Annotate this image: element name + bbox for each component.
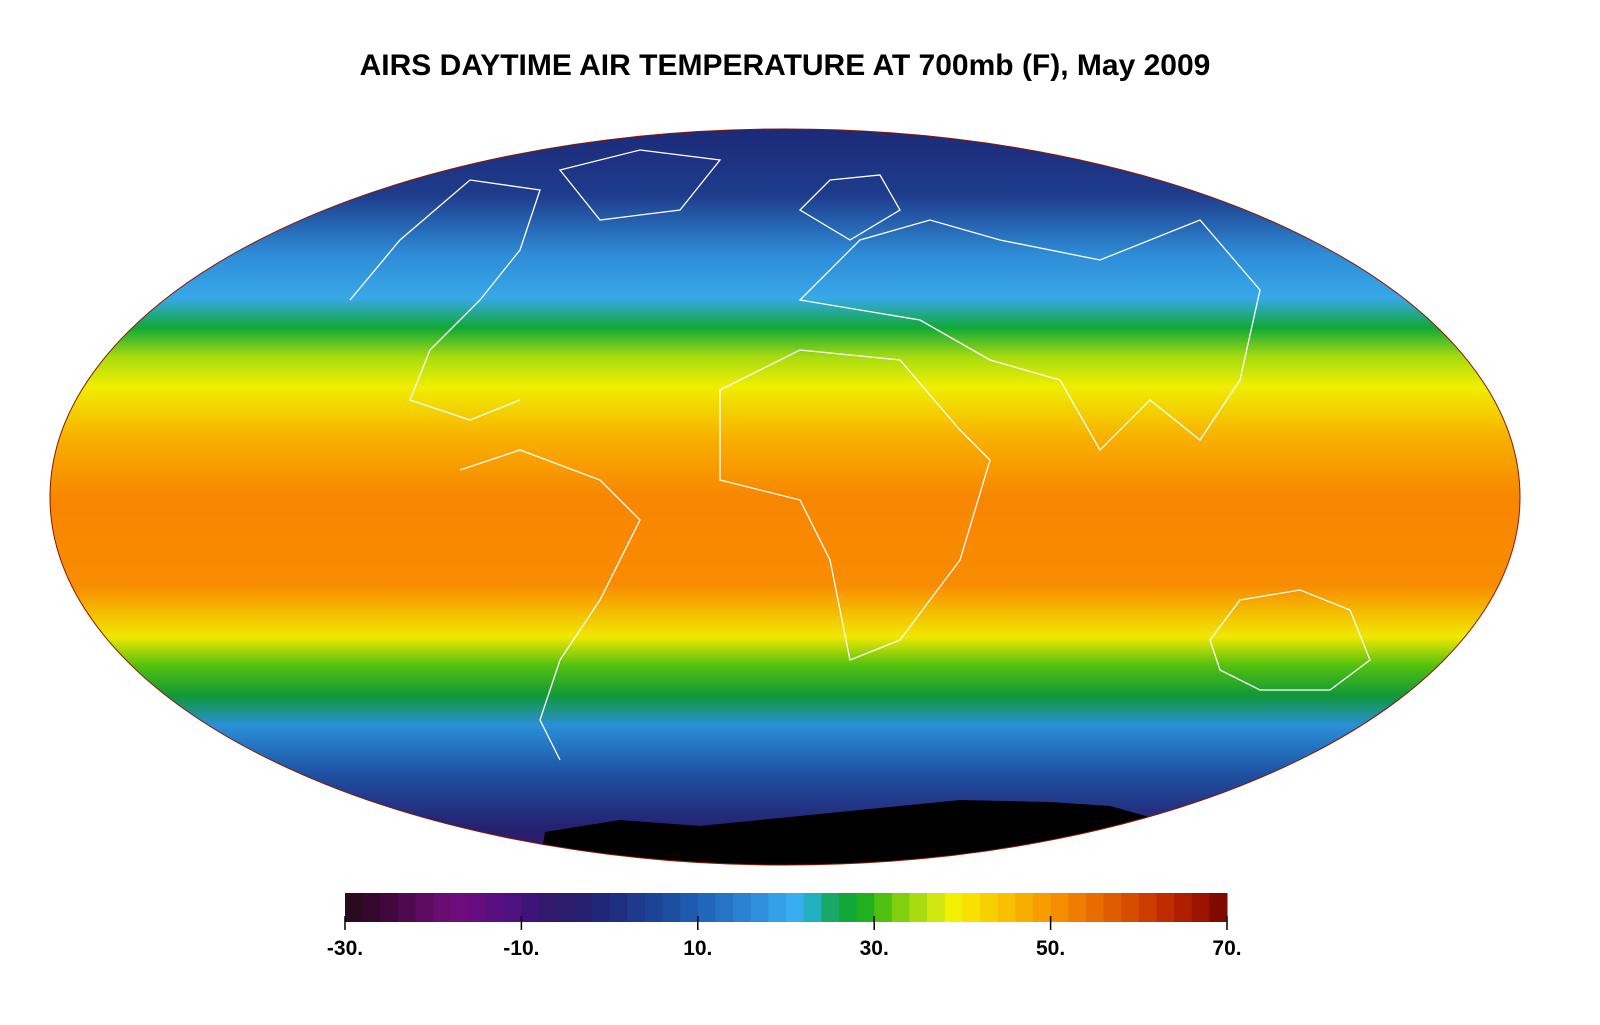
colorbar-swatch — [697, 893, 716, 922]
colorbar-swatch — [1050, 893, 1069, 922]
colorbar-swatch — [1032, 893, 1052, 922]
colorbar-swatch — [450, 893, 469, 922]
colorbar-swatch — [944, 893, 963, 922]
colorbar-tick-label: 10. — [683, 937, 712, 960]
colorbar-swatch — [1103, 893, 1122, 922]
colorbar-swatch — [486, 893, 505, 922]
colorbar-swatch — [556, 893, 575, 922]
colorbar-swatch — [786, 893, 805, 922]
colorbar-swatch — [574, 893, 593, 922]
colorbar-swatch — [980, 893, 999, 922]
colorbar-swatch — [362, 893, 381, 922]
colorbar-swatch — [521, 893, 540, 922]
colorbar-swatch — [715, 893, 734, 922]
colorbar-swatch — [1015, 893, 1034, 922]
colorbar-swatch — [927, 893, 946, 922]
colorbar-swatch — [345, 893, 364, 922]
colorbar-swatch — [503, 893, 522, 922]
colorbar-swatch — [1068, 893, 1087, 922]
colorbar-tick-label: 50. — [1036, 937, 1065, 960]
map-title: AIRS DAYTIME AIR TEMPERATURE AT 700mb (F… — [360, 49, 1211, 82]
map — [50, 129, 1520, 865]
map-border — [49, 128, 1521, 866]
colorbar-swatch — [1085, 893, 1105, 922]
coastlines — [349, 149, 1371, 761]
colorbar-tick-label: -10. — [503, 937, 539, 960]
colorbar: -30. -10. 10. 30. 50. 70. — [327, 893, 1242, 960]
colorbar-swatch — [397, 893, 417, 922]
colorbar-swatch — [644, 893, 664, 922]
colorbar-swatch — [415, 893, 434, 922]
colorbar-swatch — [891, 893, 910, 922]
colorbar-swatch — [380, 893, 399, 922]
colorbar-swatch — [997, 893, 1016, 922]
colorbar-swatch — [750, 893, 769, 922]
colorbar-swatch — [468, 893, 487, 922]
colorbar-swatch — [1174, 893, 1193, 922]
colorbar-swatch — [1121, 893, 1140, 922]
colorbar-tick-label: -30. — [327, 937, 363, 960]
colorbar-swatch — [874, 893, 893, 922]
colorbar-swatch — [1156, 893, 1175, 922]
colorbar-swatch — [803, 893, 822, 922]
colorbar-swatch — [768, 893, 787, 922]
colorbar-swatch — [909, 893, 928, 922]
colorbar-swatch — [627, 893, 646, 922]
colorbar-swatch — [962, 893, 981, 922]
colorbar-swatch — [539, 893, 558, 922]
temperature-field — [50, 129, 1520, 865]
colorbar-swatch — [662, 893, 681, 922]
colorbar-tick-label: 70. — [1212, 937, 1241, 960]
colorbar-swatch — [680, 893, 699, 922]
colorbar-swatch — [1209, 893, 1228, 922]
colorbar-tick-label: 30. — [860, 937, 889, 960]
colorbar-swatch — [591, 893, 611, 922]
colorbar-swatch — [821, 893, 840, 922]
colorbar-swatch — [856, 893, 875, 922]
colorbar-swatch — [433, 893, 452, 922]
colorbar-swatch — [1191, 893, 1210, 922]
colorbar-swatch — [838, 893, 858, 922]
colorbar-swatch — [1138, 893, 1157, 922]
colorbar-swatch — [733, 893, 752, 922]
colorbar-swatch — [609, 893, 628, 922]
